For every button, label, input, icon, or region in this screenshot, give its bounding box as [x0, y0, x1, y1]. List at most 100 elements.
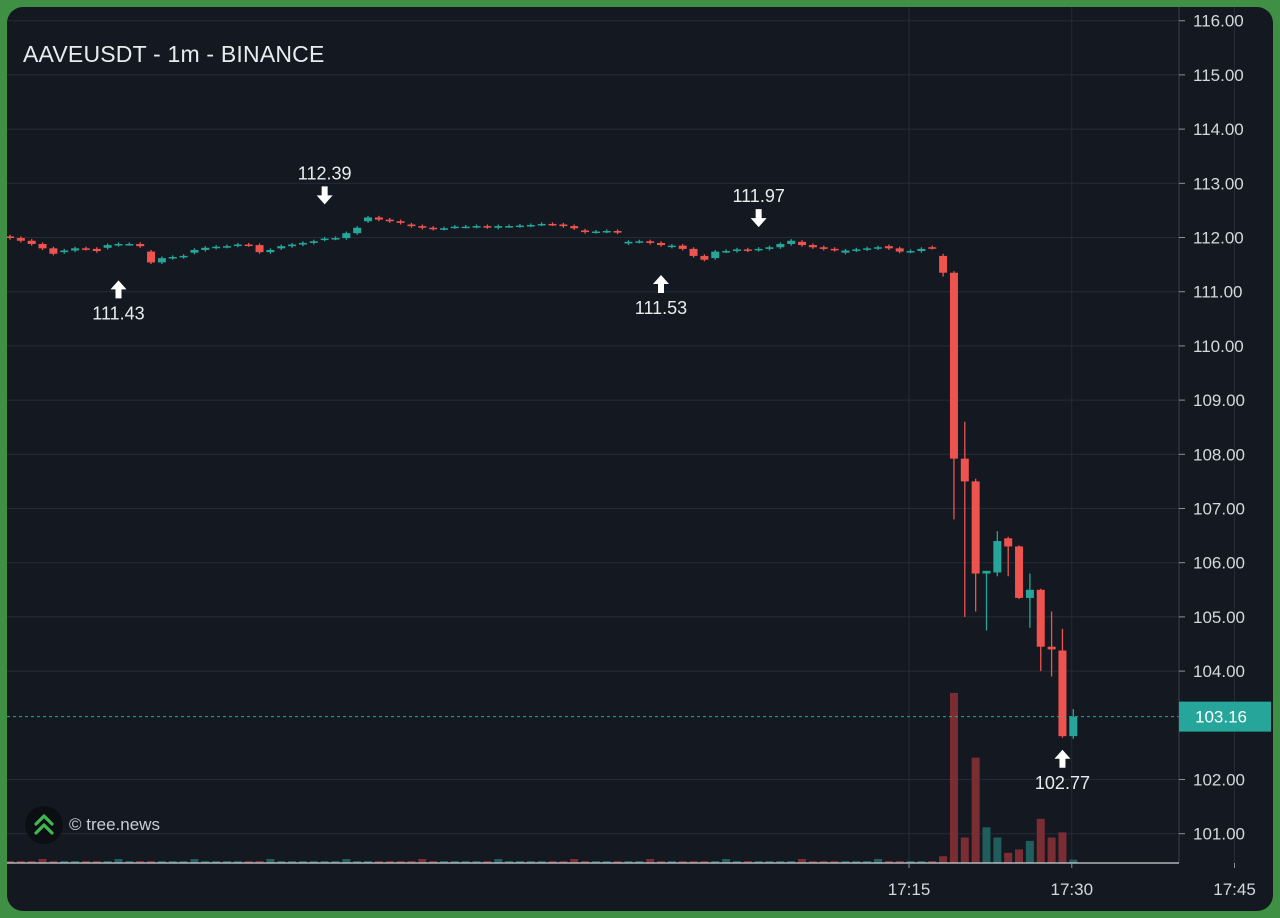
candle-down [559, 224, 568, 227]
candle-up [277, 246, 286, 249]
volume-bar [385, 861, 394, 863]
candle-down [895, 248, 904, 252]
annotation-label: 102.77 [1035, 773, 1090, 793]
candle-up [114, 244, 123, 246]
candle-up [309, 241, 318, 243]
candle-up [776, 244, 785, 248]
volume-bar [157, 861, 166, 863]
arrow-up-icon [1054, 749, 1071, 768]
candle-up [1069, 716, 1078, 737]
volume-bar [472, 861, 481, 863]
candle-down [1036, 589, 1045, 647]
volume-bar [928, 861, 937, 863]
volume-bar [548, 861, 557, 863]
volume-bar [147, 861, 156, 863]
candle-up [288, 244, 297, 247]
volume-bar [92, 861, 101, 863]
volume-bar [657, 861, 665, 863]
volume-bar [461, 861, 470, 863]
volume-bar [993, 837, 1002, 863]
volume-bar [190, 859, 199, 863]
volume-bar [298, 861, 307, 863]
volume-bar [765, 861, 774, 863]
candle-down [700, 255, 709, 260]
candle-up [874, 247, 882, 249]
candle-down [38, 244, 47, 249]
volume-bar [722, 859, 731, 863]
annotation-label: 111.97 [732, 186, 784, 206]
volume-bar [288, 861, 297, 863]
watermark: © tree.news [25, 805, 160, 845]
y-tick-label: 104.00 [1193, 662, 1245, 681]
volume-bar [320, 861, 329, 863]
volume-bar [440, 861, 448, 863]
candle-down [407, 224, 416, 227]
y-tick-label: 113.00 [1193, 174, 1244, 193]
candle-down [1004, 538, 1013, 547]
candle-up [852, 249, 861, 251]
volume-bar [49, 861, 58, 863]
candle-down [928, 247, 937, 249]
candle-down [743, 249, 752, 251]
volume-bar [494, 859, 503, 863]
volume-bar [483, 861, 492, 863]
volume-bar [1036, 818, 1045, 863]
volume-bar [277, 861, 286, 863]
volume-bar [830, 861, 839, 863]
candle-down [396, 221, 405, 223]
chart-panel[interactable]: 116.00 115.00 114.00 113.00 112.00 111.00 110.… [7, 7, 1273, 911]
volume-bar [874, 859, 882, 863]
candle-up [537, 223, 546, 226]
candle-up [515, 225, 524, 228]
volume-bar [700, 861, 709, 863]
candle-up [179, 255, 188, 258]
volume-bar [982, 827, 991, 863]
y-tick-label: 108.00 [1193, 445, 1245, 464]
candle-up [60, 250, 69, 253]
volume-bar [515, 861, 524, 863]
price-chart[interactable]: 116.00 115.00 114.00 113.00 112.00 111.00 110.… [7, 7, 1273, 911]
volume-bar [71, 861, 80, 863]
y-tick-label: 102.00 [1193, 771, 1245, 790]
candle-down [570, 226, 579, 229]
volume-bar [396, 861, 405, 863]
volume-bar [526, 861, 535, 863]
candle-down [830, 248, 839, 251]
volume-bar [939, 856, 948, 863]
volume-bar [808, 861, 817, 863]
volume-bar [602, 861, 611, 863]
volume-bar [38, 859, 47, 863]
volume-bar [450, 861, 459, 863]
candle-up [667, 245, 676, 248]
candle-up [526, 225, 535, 227]
volume-bar [678, 861, 687, 863]
candle-up [342, 233, 351, 239]
candle-up [320, 238, 329, 241]
candle-up [863, 248, 872, 250]
candle-up [331, 238, 340, 240]
candle-down [136, 244, 145, 247]
candle-down [81, 248, 90, 250]
y-tick-label: 109.00 [1193, 391, 1245, 410]
y-tick-label: 111.00 [1193, 283, 1242, 302]
candle-up [917, 248, 926, 252]
candle-down [1058, 650, 1067, 737]
volume-bar [179, 861, 188, 863]
volume-bar [136, 861, 145, 863]
volume-bar [841, 861, 850, 863]
candle-down [819, 247, 828, 249]
arrow-up-icon [110, 280, 127, 299]
volume-bar [863, 861, 872, 863]
annotation-label: 111.43 [92, 303, 144, 323]
candle-up [190, 249, 199, 253]
candle-down [255, 245, 264, 253]
candle-up [591, 231, 600, 234]
candle-up [157, 258, 166, 263]
candle-down [374, 217, 383, 220]
candle-up [635, 241, 644, 243]
volume-bar [81, 861, 90, 863]
candle-down [244, 244, 253, 247]
candle-up [906, 251, 915, 253]
volume-bar [16, 861, 25, 863]
volume-bar [570, 859, 579, 863]
